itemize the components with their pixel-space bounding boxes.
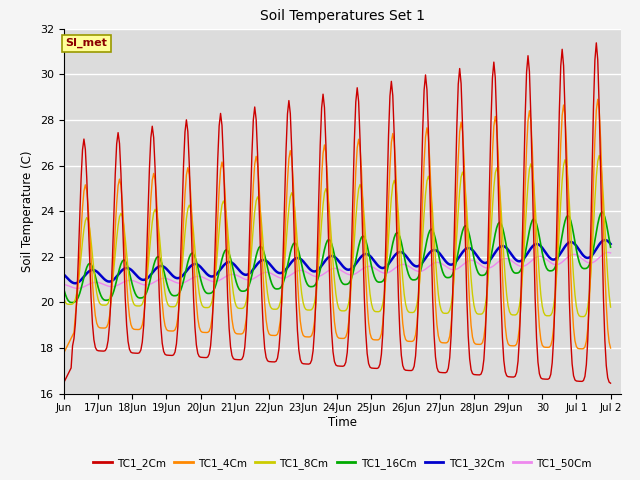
Y-axis label: Soil Temperature (C): Soil Temperature (C) [22,150,35,272]
Legend: TC1_2Cm, TC1_4Cm, TC1_8Cm, TC1_16Cm, TC1_32Cm, TC1_50Cm: TC1_2Cm, TC1_4Cm, TC1_8Cm, TC1_16Cm, TC1… [89,454,596,473]
Title: Soil Temperatures Set 1: Soil Temperatures Set 1 [260,10,425,24]
Text: SI_met: SI_met [66,38,108,48]
X-axis label: Time: Time [328,416,357,429]
